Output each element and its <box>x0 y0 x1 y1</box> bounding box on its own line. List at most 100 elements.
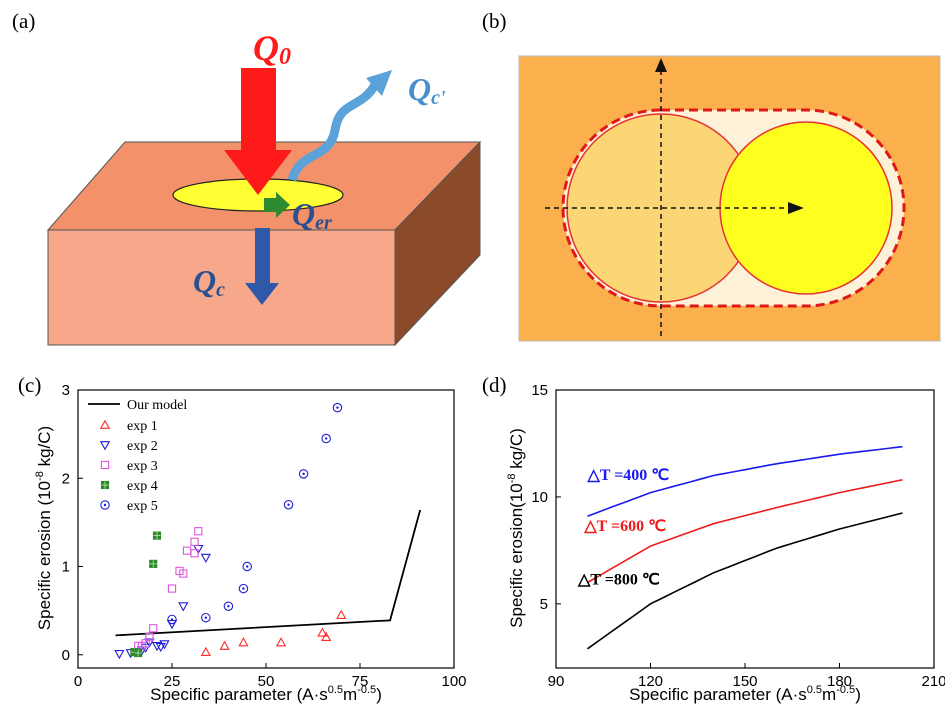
data-point-exp-5 <box>238 583 249 594</box>
data-point-exp-3 <box>179 569 188 578</box>
c-y-tick-label: 3 <box>62 382 70 399</box>
legend-label-exp-3: exp 3 <box>127 459 158 474</box>
data-point-exp-5 <box>242 561 252 572</box>
panel-d: (d) 90 120 150 180 210 5 10 15 △T =400 ℃ △T =600… <box>482 373 945 704</box>
panel-letter-a: (a) <box>12 9 35 33</box>
data-point-exp-2 <box>151 642 163 652</box>
data-point-exp-2 <box>114 649 125 660</box>
c-x-tick-label: 50 <box>258 673 275 690</box>
d-x-tick-label: 150 <box>732 673 757 690</box>
chart-d-ticks: 90 120 150 180 210 5 10 15 <box>531 382 945 690</box>
chart-c-ticks: 0 25 50 75 100 0 1 2 3 <box>62 382 467 690</box>
block-side-face <box>394 140 481 347</box>
data-point-exp-3 <box>190 549 199 558</box>
data-point-exp-5 <box>298 469 309 479</box>
data-point-exp-3 <box>182 546 192 555</box>
panel-letter-b: (b) <box>482 9 507 33</box>
data-point-exp-1 <box>317 627 328 637</box>
data-point-exp-3 <box>167 584 177 593</box>
legend-marker-exp-5 <box>100 500 110 510</box>
d-y-tick-label: 10 <box>531 489 548 506</box>
c-y-tick-label: 1 <box>62 559 70 576</box>
series-line-800 <box>587 512 903 650</box>
data-point-exp-5 <box>332 402 343 413</box>
d-y-tick-label: 15 <box>531 382 548 399</box>
series-label-800: △T =800 ℃ <box>577 572 660 589</box>
data-point-exp-2 <box>144 638 155 648</box>
horizontal-arrowhead <box>788 202 804 214</box>
data-point-exp-2 <box>178 602 189 612</box>
chart-d-y-axis-label: Specific erosion(10-8 kg/C) <box>506 428 526 628</box>
data-point-exp-3 <box>190 537 199 546</box>
chart-c-legend: Our model exp 1 exp 2 exp 3 exp 4 exp 5 <box>88 398 187 514</box>
panel-letter-d: (d) <box>482 373 507 397</box>
d-x-tick-label: 180 <box>827 673 852 690</box>
c-x-tick-label: 75 <box>352 673 369 690</box>
d-y-tick-label: 5 <box>540 596 548 613</box>
chart-d-lines <box>587 445 903 650</box>
data-point-exp-1 <box>200 646 211 657</box>
chart-d-series-labels: △T =400 ℃ △T =600 ℃ △T =800 ℃ <box>577 467 669 589</box>
heat-flux-arrow-q0 <box>224 68 292 195</box>
panel-a: (a) Q0 Qc' Qer Qc <box>12 9 482 347</box>
data-point-exp-1 <box>238 637 249 647</box>
erosion-arrow-qer <box>264 192 290 218</box>
series-line-600 <box>587 479 903 584</box>
legend-marker-exp-2 <box>99 441 111 451</box>
data-point-exp-1 <box>321 631 332 642</box>
label-qc: Qc <box>193 263 225 301</box>
c-x-tick-label: 0 <box>74 673 82 690</box>
legend-label-exp-1: exp 1 <box>127 419 158 434</box>
chart-d-x-axis-label: Specific parameter (A·s0.5m-0.5) <box>629 684 861 704</box>
c-x-tick-label: 25 <box>164 673 181 690</box>
panel-letter-c: (c) <box>18 373 41 397</box>
data-point-exp-3 <box>149 624 158 633</box>
panel-c: (c) 0 25 50 75 100 0 1 2 3 Our model exp 1 exp 2 ex… <box>18 373 467 704</box>
legend-label-exp-4: exp 4 <box>127 479 158 494</box>
vertical-arrowhead <box>655 58 667 72</box>
c-x-tick-label: 100 <box>441 673 466 690</box>
convection-arrowhead <box>366 70 392 96</box>
legend-label-exp-2: exp 2 <box>127 439 158 454</box>
d-x-tick-label: 120 <box>638 673 663 690</box>
data-point-exp-4 <box>152 531 162 540</box>
legend-label-model: Our model <box>127 398 187 413</box>
chart-c-x-axis-label: Specific parameter (A·s0.5m-0.5) <box>150 684 382 704</box>
d-x-tick-label: 210 <box>921 673 945 690</box>
c-y-tick-label: 2 <box>62 470 70 487</box>
data-point-exp-5 <box>223 601 234 611</box>
data-point-exp-4 <box>134 648 143 658</box>
series-label-600: △T =600 ℃ <box>583 518 666 535</box>
data-point-exp-4 <box>149 559 158 568</box>
data-point-exp-5 <box>283 499 294 510</box>
d-x-tick-label: 90 <box>548 673 565 690</box>
model-line <box>115 509 422 637</box>
data-point-exp-5 <box>167 614 177 625</box>
data-point-exp-5 <box>201 612 211 623</box>
data-point-exp-2 <box>159 640 170 650</box>
data-point-exp-1 <box>219 640 230 650</box>
chart-c-points <box>114 402 347 660</box>
data-point-exp-2 <box>155 642 166 653</box>
label-q0: Q0 <box>253 28 291 70</box>
data-point-exp-1 <box>336 609 347 619</box>
legend-marker-exp-1 <box>99 419 111 429</box>
erosion-boundary-dashed <box>561 108 906 308</box>
series-label-400: △T =400 ℃ <box>587 467 670 484</box>
conduction-arrow-qc <box>245 228 279 305</box>
data-point-exp-1 <box>275 637 287 647</box>
data-point-exp-5 <box>321 433 331 444</box>
chart-c-y-axis-label: Specific erosion (10-8 kg/C) <box>34 426 54 630</box>
legend-label-exp-5: exp 5 <box>127 499 158 514</box>
data-point-exp-3 <box>145 632 154 642</box>
data-point-exp-3 <box>194 527 203 536</box>
legend-marker-exp-4 <box>100 480 110 490</box>
c-y-tick-label: 0 <box>62 647 70 664</box>
data-point-exp-2 <box>200 553 211 564</box>
chart-c-model-line <box>115 509 422 637</box>
legend-marker-exp-3 <box>100 460 110 470</box>
panel-b: (b) <box>482 9 941 342</box>
convection-arrow-qc-prime <box>287 82 379 182</box>
series-line-400 <box>587 445 903 517</box>
